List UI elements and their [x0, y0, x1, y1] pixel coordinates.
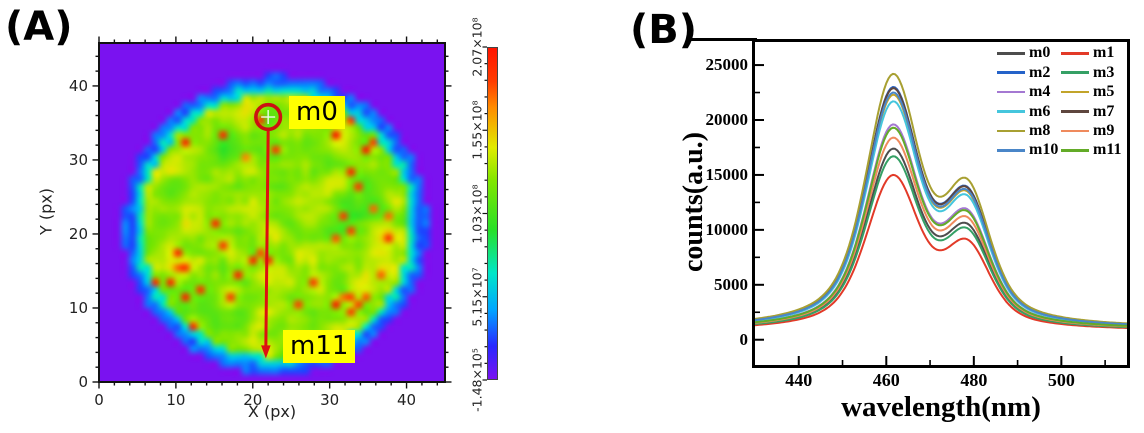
- spectrum-curve-m1: [755, 173, 1127, 329]
- x-tick-label: 440: [785, 370, 813, 390]
- legend-line-swatch: [997, 110, 1025, 113]
- colorbar-tick-label: 2.07×10⁸: [469, 17, 485, 77]
- profile-arrowhead: [261, 345, 271, 359]
- legend-item-m3: m3: [1061, 64, 1127, 81]
- legend-item-m10: m10: [997, 142, 1061, 159]
- profile-arrow-shaft: [264, 131, 270, 347]
- legend-item-m11: m11: [1061, 142, 1127, 159]
- svg-text:40: 40: [69, 77, 88, 95]
- legend-label: m6: [1029, 102, 1051, 120]
- legend-item-m9: m9: [1061, 121, 1127, 140]
- spectrum-curve-m8: [755, 72, 1127, 325]
- legend-line-swatch: [997, 71, 1025, 75]
- legend: m0 m1 m2 m3 m4 m5 m6 m7 m8 m9 m10 m11: [997, 45, 1127, 159]
- spectrum-curve-m9: [755, 136, 1127, 328]
- y-tick-label: 15000: [705, 164, 749, 184]
- spectrum-curve-m0: [755, 147, 1127, 328]
- legend-item-m0: m0: [997, 45, 1061, 62]
- y-axis-title-a: Y (px): [36, 188, 56, 235]
- profile-line-annotation: [254, 102, 283, 359]
- y-tick-label: 25000: [705, 55, 749, 75]
- x-tick-label: 460: [872, 370, 900, 390]
- annotation-label-m11: m11: [283, 330, 356, 364]
- spectra-plot: m0 m1 m2 m3 m4 m5 m6 m7 m8 m9 m10 m11: [752, 39, 1130, 368]
- legend-label: m1: [1093, 44, 1115, 62]
- legend-label: m4: [1029, 83, 1051, 101]
- legend-item-m8: m8: [997, 121, 1061, 140]
- legend-line-swatch: [1061, 71, 1089, 75]
- legend-label: m9: [1093, 121, 1115, 139]
- spectra-curves: [755, 64, 1127, 365]
- legend-line-swatch: [1061, 52, 1089, 55]
- legend-item-m4: m4: [997, 84, 1061, 101]
- colorbar-tick-label: 1.03×10⁸: [469, 183, 485, 244]
- colorbar: [487, 47, 498, 380]
- legend-item-m1: m1: [1061, 45, 1127, 62]
- legend-item-m2: m2: [997, 64, 1061, 81]
- legend-label: m5: [1093, 83, 1115, 101]
- legend-line-swatch: [1061, 129, 1089, 133]
- legend-label: m3: [1093, 63, 1115, 81]
- legend-label: m11: [1093, 141, 1122, 159]
- spectra-ticks: [755, 64, 1106, 365]
- svg-text:0: 0: [94, 391, 104, 409]
- spectrum-curve-m3: [755, 155, 1127, 329]
- svg-text:10: 10: [166, 391, 185, 409]
- legend-line-swatch: [1061, 110, 1089, 113]
- heatmap-plot: m0 m11: [99, 43, 445, 382]
- legend-line-swatch: [1061, 90, 1089, 94]
- m0-crosshair: [261, 110, 276, 125]
- svg-text:10: 10: [69, 299, 88, 317]
- panel-a-label: (A): [5, 4, 73, 50]
- legend-label: m7: [1093, 102, 1115, 120]
- legend-label: m10: [1029, 141, 1059, 159]
- legend-line-swatch: [997, 52, 1025, 55]
- legend-line-swatch: [997, 90, 1025, 94]
- svg-text:30: 30: [69, 151, 88, 169]
- legend-item-m6: m6: [997, 103, 1061, 120]
- legend-label: m2: [1029, 63, 1051, 81]
- y-axis-title-b: counts(a.u.): [678, 132, 709, 273]
- svg-text:0: 0: [78, 373, 88, 391]
- panel-b-label: (B): [630, 7, 698, 53]
- x-axis-title-a: X (px): [247, 402, 297, 421]
- x-axis-title-b: wavelength(nm): [841, 391, 1041, 423]
- legend-label: m0: [1029, 44, 1051, 62]
- colorbar-tick-label: 1.55×10⁸: [469, 100, 485, 160]
- annotation-label-m0: m0: [289, 96, 345, 130]
- svg-text:40: 40: [397, 391, 416, 409]
- y-tick-label: 20000: [705, 110, 749, 129]
- spectrum-curve-m11: [755, 126, 1127, 327]
- legend-line-swatch: [997, 129, 1025, 133]
- legend-line-swatch: [997, 149, 1025, 152]
- legend-label: m8: [1029, 121, 1051, 139]
- legend-item-m5: m5: [1061, 84, 1127, 101]
- y-tick-label: 0: [739, 329, 749, 349]
- svg-text:20: 20: [69, 225, 88, 243]
- x-tick-label: 500: [1047, 370, 1075, 390]
- legend-line-swatch: [1061, 149, 1089, 152]
- y-tick-label: 5000: [714, 274, 748, 294]
- colorbar-tick-label: -1.48×10⁵: [469, 348, 485, 412]
- legend-item-m7: m7: [1061, 103, 1127, 120]
- colorbar-tick-label: 5.15×10⁷: [469, 267, 485, 327]
- panel-b-connector-line: [687, 38, 757, 41]
- x-tick-label: 480: [960, 370, 988, 390]
- spectrum-curve-m10: [755, 91, 1127, 326]
- y-tick-label: 10000: [705, 219, 749, 239]
